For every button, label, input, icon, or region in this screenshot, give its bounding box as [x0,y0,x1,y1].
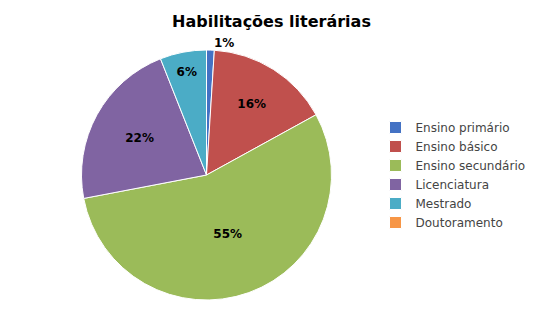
svg-text:Licenciatura: Licenciatura [416,178,490,192]
svg-text:Doutoramento: Doutoramento [416,216,503,230]
svg-text:55%: 55% [213,227,242,241]
svg-text:Ensino primário: Ensino primário [416,121,510,135]
svg-text:1%: 1% [214,36,234,50]
svg-text:22%: 22% [125,131,154,145]
svg-text:Mestrado: Mestrado [416,197,472,211]
svg-text:Ensino secundário: Ensino secundário [416,159,526,173]
svg-text:Ensino básico: Ensino básico [416,140,498,154]
svg-text:16%: 16% [237,97,266,111]
svg-text:6%: 6% [177,65,197,79]
svg-text:Habilitações literárias: Habilitações literárias [172,12,371,31]
